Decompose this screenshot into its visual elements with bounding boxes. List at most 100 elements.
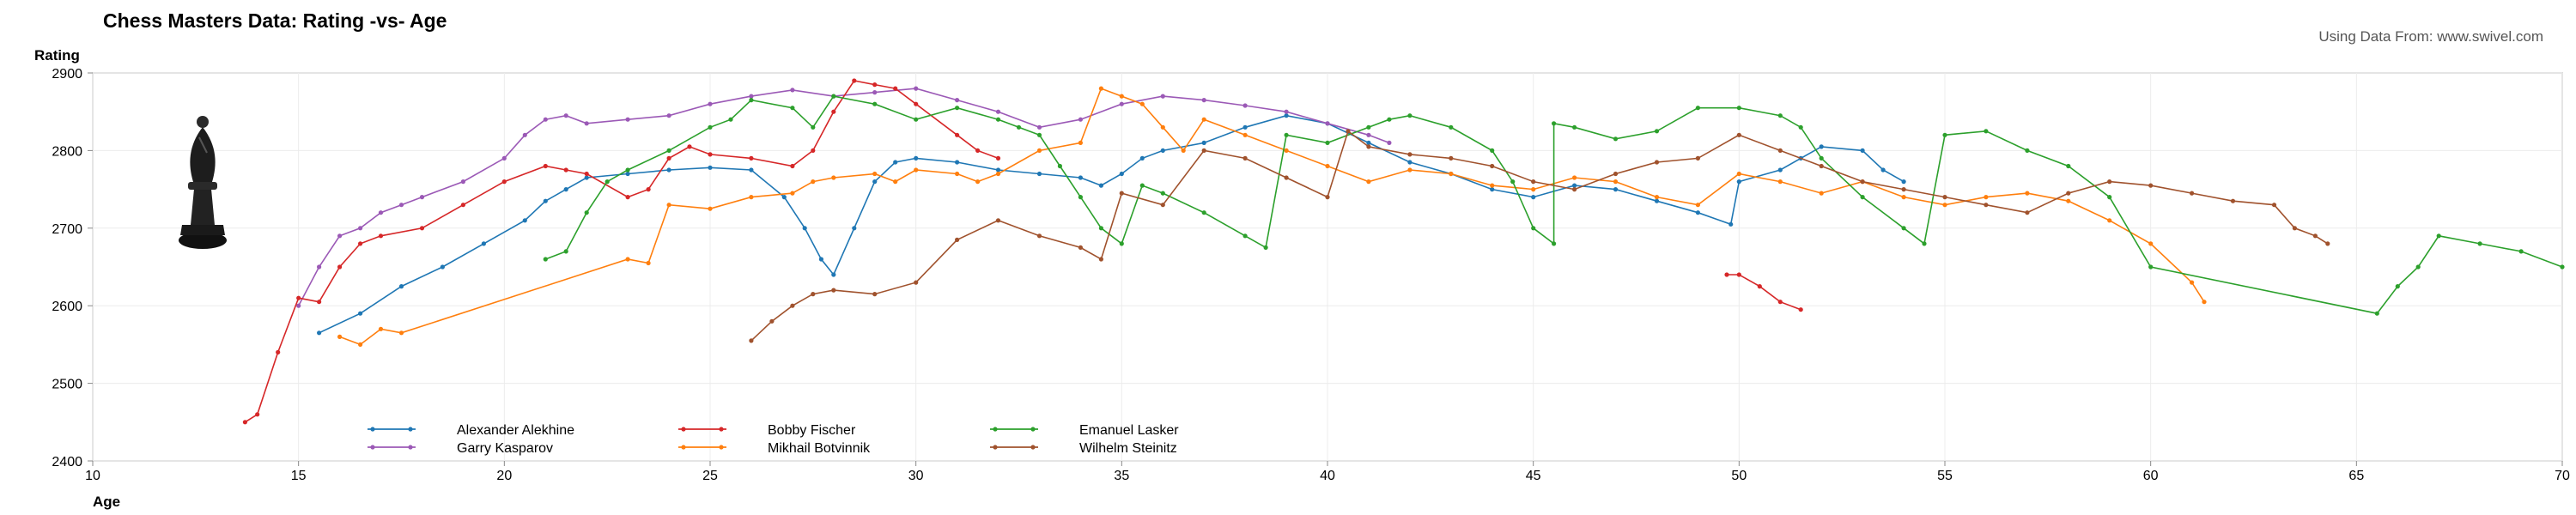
- data-point: [1757, 284, 1762, 289]
- data-point: [1736, 171, 1741, 177]
- legend-label: Wilhelm Steinitz: [1079, 441, 1177, 456]
- data-point: [1724, 272, 1729, 277]
- legend-item[interactable]: Bobby Fischer: [678, 423, 856, 438]
- data-point: [1119, 191, 1124, 196]
- data-point: [1036, 132, 1042, 137]
- data-point: [811, 124, 816, 130]
- legend-item[interactable]: Garry Kasparov: [368, 441, 553, 456]
- data-point: [1531, 195, 1536, 200]
- data-point: [1572, 124, 1577, 130]
- legend-item[interactable]: Alexander Alekhine: [368, 423, 574, 438]
- data-point: [460, 203, 466, 208]
- data-point: [914, 280, 919, 285]
- data-point: [1078, 175, 1083, 180]
- data-point: [666, 148, 671, 153]
- data-point: [893, 179, 898, 185]
- data-point: [1325, 195, 1330, 200]
- data-point: [1860, 148, 1865, 153]
- data-point: [1654, 198, 1660, 203]
- data-point: [1139, 155, 1145, 161]
- data-point: [1366, 124, 1371, 130]
- data-point: [1284, 175, 1289, 180]
- data-point: [543, 163, 548, 169]
- data-point: [914, 101, 919, 106]
- data-point: [914, 167, 919, 173]
- series-wilhelm-steinitz: [749, 129, 2330, 343]
- legend-label: Mikhail Botvinnik: [768, 441, 871, 456]
- data-point: [975, 179, 981, 185]
- data-point: [2436, 233, 2441, 239]
- data-point: [2415, 264, 2421, 270]
- data-point: [2395, 284, 2400, 289]
- data-point: [255, 412, 260, 417]
- data-point: [1654, 195, 1660, 200]
- y-tick-label: 2900: [52, 67, 82, 82]
- legend-label: Garry Kasparov: [457, 441, 553, 456]
- data-point: [296, 303, 301, 308]
- source-note: Using Data From: www.swivel.com: [2318, 28, 2543, 45]
- data-point: [708, 124, 713, 130]
- data-point: [1036, 233, 1042, 239]
- x-tick-label: 40: [1320, 469, 1335, 483]
- data-point: [1880, 167, 1886, 173]
- legend-swatch-marker: [408, 445, 413, 450]
- data-point: [378, 210, 384, 215]
- data-point: [1490, 163, 1495, 169]
- data-point: [1572, 187, 1577, 192]
- x-tick-label: 65: [2348, 469, 2364, 483]
- data-point: [584, 121, 589, 126]
- data-point: [781, 195, 787, 200]
- data-point: [687, 144, 692, 149]
- data-point: [2202, 300, 2207, 305]
- data-point: [790, 191, 795, 196]
- data-point: [543, 117, 548, 122]
- legend-label: Bobby Fischer: [768, 423, 856, 438]
- data-point: [1036, 124, 1042, 130]
- data-point: [1984, 203, 1989, 208]
- data-point: [708, 165, 713, 170]
- data-point: [955, 132, 960, 137]
- data-point: [1860, 195, 1865, 200]
- data-point: [1119, 171, 1124, 177]
- data-point: [1531, 226, 1536, 231]
- data-point: [872, 179, 878, 185]
- data-point: [749, 98, 754, 103]
- data-point: [358, 241, 363, 246]
- data-point: [790, 163, 795, 169]
- data-point: [1387, 140, 1392, 145]
- legend: Alexander Alekhine Garry Kasparov Bobby Fi…: [368, 423, 1179, 456]
- data-point: [1819, 144, 1824, 149]
- data-point: [811, 179, 816, 185]
- x-tick-label: 50: [1731, 469, 1747, 483]
- data-point: [1407, 160, 1413, 165]
- x-tick-label: 60: [2143, 469, 2159, 483]
- data-point: [831, 288, 836, 293]
- data-point: [584, 175, 589, 180]
- data-point: [1901, 226, 1906, 231]
- data-point: [708, 101, 713, 106]
- data-point: [1181, 148, 1186, 153]
- data-point: [1098, 226, 1103, 231]
- grid: [92, 72, 2563, 462]
- data-point: [1201, 98, 1206, 103]
- data-point: [1284, 148, 1289, 153]
- x-tick-label: 45: [1526, 469, 1541, 483]
- legend-item[interactable]: Mikhail Botvinnik: [678, 441, 871, 456]
- data-point: [955, 237, 960, 242]
- bishop-icon: [179, 116, 227, 249]
- legend-item[interactable]: Wilhelm Steinitz: [990, 441, 1177, 456]
- data-point: [914, 155, 919, 161]
- legend-swatch-marker: [993, 445, 998, 450]
- data-point: [666, 113, 671, 118]
- data-point: [818, 257, 824, 262]
- data-point: [1366, 179, 1371, 185]
- legend-item[interactable]: Emanuel Lasker: [990, 423, 1179, 438]
- data-point: [1242, 132, 1248, 137]
- data-point: [831, 175, 836, 180]
- data-point: [2148, 241, 2154, 246]
- data-point: [1449, 171, 1454, 177]
- data-point: [872, 90, 878, 95]
- data-point: [625, 257, 630, 262]
- x-tick-label: 55: [1937, 469, 1953, 483]
